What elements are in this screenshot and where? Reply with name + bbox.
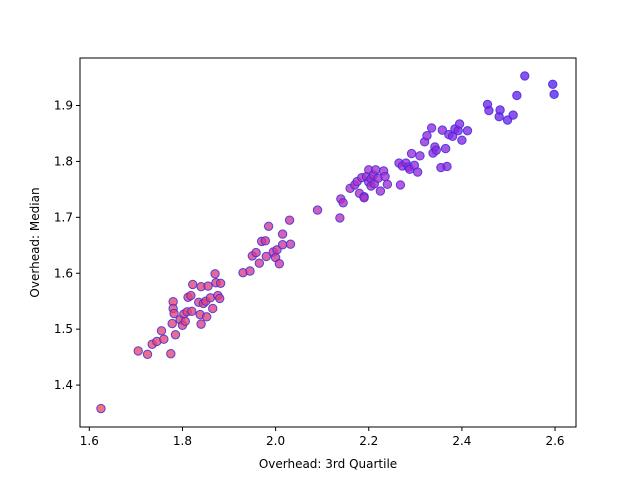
data-point xyxy=(462,125,473,136)
data-point xyxy=(422,131,432,141)
data-point xyxy=(208,303,218,314)
data-point xyxy=(274,259,285,269)
data-point xyxy=(210,269,220,279)
data-point xyxy=(277,240,288,250)
y-axis-label: Overhead: Median xyxy=(28,187,42,297)
data-point xyxy=(454,119,465,129)
data-point xyxy=(484,105,494,116)
data-point xyxy=(442,161,452,172)
x-tick-label: 2.2 xyxy=(359,434,378,448)
data-point xyxy=(277,229,288,239)
x-tick-label: 2.0 xyxy=(266,434,285,448)
y-axis: 1.4 1.5 1.6 1.7 1.8 1.9 xyxy=(54,99,80,392)
data-point xyxy=(371,165,381,175)
data-point xyxy=(520,71,530,81)
data-point xyxy=(263,221,274,231)
points-layer xyxy=(96,71,559,414)
data-point xyxy=(549,89,559,100)
x-tick-label: 2.4 xyxy=(452,434,471,448)
data-point xyxy=(159,334,169,344)
x-tick-label: 2.6 xyxy=(545,434,564,448)
x-axis-label: Overhead: 3rd Quartile xyxy=(259,457,397,471)
data-point xyxy=(285,239,296,249)
data-point xyxy=(188,279,198,290)
data-point xyxy=(187,306,197,316)
data-point xyxy=(215,293,225,304)
x-tick-label: 1.6 xyxy=(80,434,99,448)
data-point xyxy=(180,316,190,327)
y-tick-label: 1.6 xyxy=(54,266,73,280)
data-point xyxy=(426,123,437,133)
data-point xyxy=(335,213,345,223)
data-point xyxy=(395,180,406,190)
data-point xyxy=(548,79,558,89)
data-point xyxy=(440,143,451,154)
y-tick-label: 1.8 xyxy=(54,154,73,168)
data-point xyxy=(201,312,212,322)
data-point xyxy=(406,148,417,159)
x-axis: 1.6 1.8 2.0 2.2 2.4 2.6 xyxy=(80,427,565,448)
data-point xyxy=(359,193,369,203)
data-point xyxy=(495,105,505,115)
data-point xyxy=(96,403,106,414)
data-point xyxy=(170,330,181,340)
data-point xyxy=(437,125,448,135)
data-point xyxy=(156,326,167,336)
data-point xyxy=(260,236,271,246)
data-point xyxy=(512,90,522,101)
data-point xyxy=(375,186,386,196)
y-tick-label: 1.4 xyxy=(54,378,73,392)
data-point xyxy=(169,308,179,319)
data-point xyxy=(338,198,348,208)
data-point xyxy=(166,349,176,359)
data-point xyxy=(186,290,196,301)
data-point xyxy=(431,145,441,155)
data-point xyxy=(254,258,265,268)
data-point xyxy=(412,167,423,177)
data-point xyxy=(261,251,271,262)
data-point xyxy=(142,349,153,360)
y-tick-label: 1.7 xyxy=(54,210,73,224)
y-tick-label: 1.9 xyxy=(54,99,73,113)
data-point xyxy=(380,171,390,182)
data-point xyxy=(133,346,143,356)
x-tick-label: 1.8 xyxy=(173,434,192,448)
data-point xyxy=(245,266,255,276)
y-tick-label: 1.5 xyxy=(54,322,73,336)
data-point xyxy=(167,318,177,329)
data-point xyxy=(203,281,213,291)
data-point xyxy=(457,135,467,145)
data-point xyxy=(196,319,206,329)
data-point xyxy=(215,278,226,289)
plot-frame xyxy=(79,57,577,428)
data-point xyxy=(251,247,261,258)
data-point xyxy=(508,110,518,120)
data-point xyxy=(382,179,393,190)
data-point xyxy=(415,151,425,161)
data-point xyxy=(312,205,323,215)
data-point xyxy=(284,215,295,225)
